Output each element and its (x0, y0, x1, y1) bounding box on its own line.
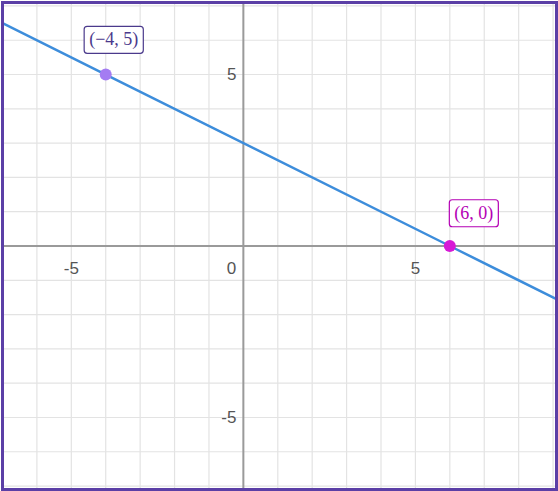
svg-text:0: 0 (227, 259, 236, 278)
svg-text:-5: -5 (221, 408, 236, 427)
svg-text:5: 5 (411, 259, 420, 278)
svg-text:(−4, 5): (−4, 5) (89, 29, 138, 50)
svg-text:(6, 0): (6, 0) (454, 203, 493, 224)
svg-text:5: 5 (227, 65, 236, 84)
svg-text:-5: -5 (64, 259, 79, 278)
